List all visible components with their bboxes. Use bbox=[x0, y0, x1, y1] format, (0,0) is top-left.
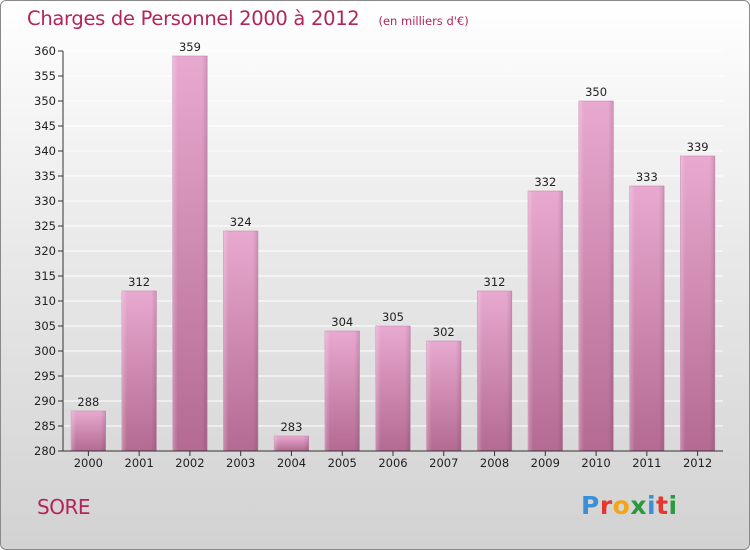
x-tick-label: 2009 bbox=[531, 456, 560, 470]
bar-shine bbox=[528, 191, 563, 451]
x-tick-label: 2006 bbox=[378, 456, 407, 470]
chart-title: Charges de Personnel 2000 à 2012 bbox=[27, 7, 360, 30]
bar-shine bbox=[375, 326, 411, 451]
logo-letter: P bbox=[581, 491, 600, 520]
x-tick-label: 2011 bbox=[632, 456, 661, 470]
y-tick-label: 330 bbox=[34, 194, 56, 208]
x-tick-label: 2012 bbox=[683, 456, 712, 470]
data-label: 333 bbox=[636, 170, 658, 184]
data-label: 304 bbox=[331, 315, 353, 329]
y-tick-label: 295 bbox=[34, 369, 56, 383]
data-label: 283 bbox=[280, 420, 302, 434]
data-label: 339 bbox=[687, 140, 709, 154]
data-label: 359 bbox=[179, 40, 201, 54]
bar-shine bbox=[680, 156, 715, 451]
bar-shine bbox=[71, 411, 106, 451]
y-tick-labels: 280 285 290 295 300 305 310 315 320 325 330 335 340 3… bbox=[34, 44, 63, 458]
title-row: Charges de Personnel 2000 à 2012 (en mil… bbox=[27, 7, 469, 30]
proxiti-logo[interactable]: Proxiti bbox=[581, 491, 678, 520]
y-tick-label: 345 bbox=[34, 119, 56, 133]
logo-letter: i bbox=[647, 491, 657, 520]
data-label: 305 bbox=[382, 310, 404, 324]
data-labels: 288 312 359 324 283 304 305 302 312 332 350 333 339 bbox=[77, 40, 708, 434]
y-tick-label: 335 bbox=[34, 169, 56, 183]
y-tick-label: 305 bbox=[34, 319, 56, 333]
bar-shine bbox=[324, 331, 360, 451]
y-tick-label: 355 bbox=[34, 69, 56, 83]
data-label: 312 bbox=[128, 275, 150, 289]
y-tick-label: 310 bbox=[34, 294, 56, 308]
bar-shine bbox=[629, 186, 665, 451]
logo-letter: t bbox=[656, 491, 669, 520]
bar-shine bbox=[274, 436, 309, 451]
bar-shine bbox=[578, 101, 614, 451]
data-label: 332 bbox=[534, 175, 556, 189]
location-label: SORE bbox=[37, 495, 90, 519]
logo-letter: r bbox=[599, 491, 613, 520]
chart-subtitle: (en milliers d'€) bbox=[378, 14, 469, 28]
x-tick-labels: 2000 2001 2002 2003 2004 2005 2006 2007 2008 2009… bbox=[74, 451, 712, 470]
y-tick-label: 290 bbox=[34, 394, 56, 408]
y-tick-label: 320 bbox=[34, 244, 56, 258]
y-tick-label: 325 bbox=[34, 219, 56, 233]
y-tick-label: 280 bbox=[34, 444, 56, 458]
y-tick-label: 360 bbox=[34, 44, 56, 58]
data-label: 288 bbox=[77, 395, 99, 409]
y-tick-label: 350 bbox=[34, 94, 56, 108]
bar-shine bbox=[223, 231, 258, 451]
data-label: 350 bbox=[585, 85, 607, 99]
logo-letter: i bbox=[668, 491, 678, 520]
y-tick-label: 300 bbox=[34, 344, 56, 358]
x-tick-label: 2008 bbox=[480, 456, 509, 470]
x-tick-label: 2003 bbox=[226, 456, 255, 470]
x-tick-label: 2002 bbox=[175, 456, 204, 470]
x-tick-label: 2004 bbox=[277, 456, 306, 470]
logo-letter: o bbox=[612, 491, 631, 520]
y-tick-label: 340 bbox=[34, 144, 56, 158]
x-tick-label: 2007 bbox=[429, 456, 458, 470]
x-tick-label: 2005 bbox=[328, 456, 357, 470]
logo-letter: x bbox=[630, 491, 647, 520]
y-tick-label: 315 bbox=[34, 269, 56, 283]
bar-shine bbox=[121, 291, 157, 451]
bar-shine bbox=[172, 56, 208, 451]
x-tick-label: 2001 bbox=[125, 456, 154, 470]
y-tick-label: 285 bbox=[34, 419, 56, 433]
data-label: 302 bbox=[433, 325, 455, 339]
bars bbox=[70, 55, 716, 452]
data-label: 312 bbox=[484, 275, 506, 289]
data-label: 324 bbox=[230, 215, 252, 229]
bar-shine bbox=[426, 341, 462, 451]
x-tick-label: 2000 bbox=[74, 456, 103, 470]
bar-shine bbox=[477, 291, 512, 451]
x-tick-label: 2010 bbox=[581, 456, 610, 470]
